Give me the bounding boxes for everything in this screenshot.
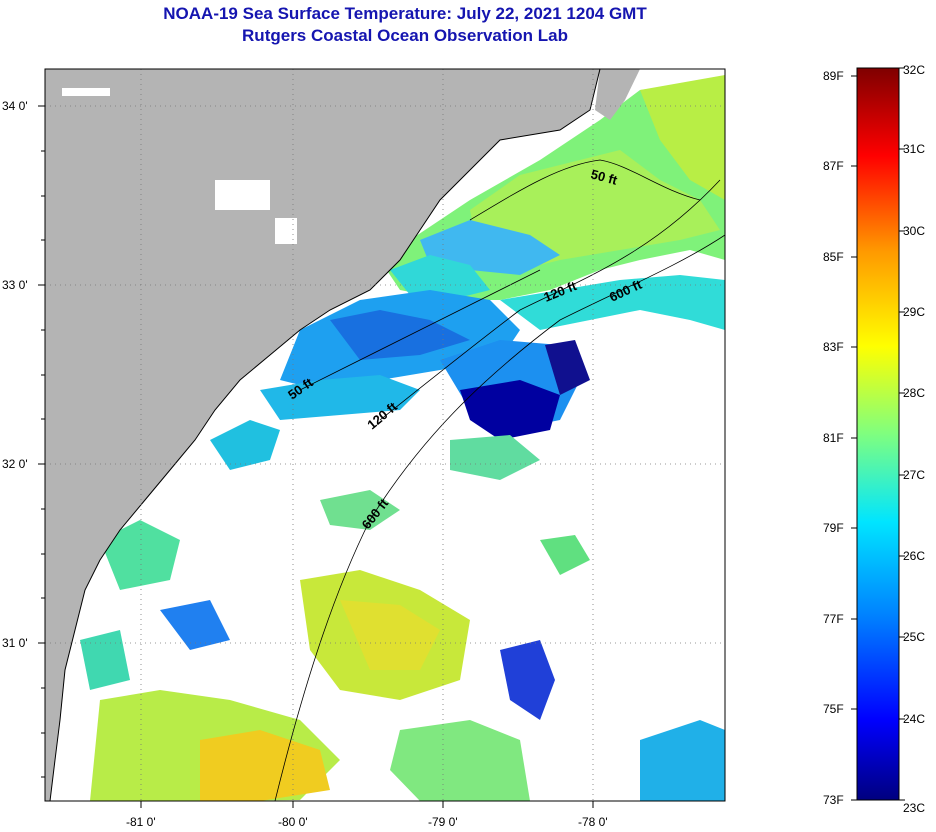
cb-label-32c: 32C <box>903 63 925 77</box>
colorbar-ticks <box>851 67 905 801</box>
inland-cloud-marks <box>62 88 297 244</box>
cb-label-26c: 26C <box>903 549 925 563</box>
lon-label-81: -81 0' <box>126 815 156 829</box>
cb-label-27c: 27C <box>903 468 925 482</box>
cb-label-89f: 89F <box>823 69 844 83</box>
colorbar <box>856 67 900 801</box>
lon-label-79: -79 0' <box>428 815 458 829</box>
map-frame <box>44 68 726 802</box>
lat-label-34: 34 0' <box>2 99 28 113</box>
lon-label-78: -78 0' <box>578 815 608 829</box>
coastline <box>49 69 601 801</box>
cb-label-83f: 83F <box>823 340 844 354</box>
contour-50ft <box>299 159 701 391</box>
cb-label-30c: 30C <box>903 224 925 238</box>
map-subtitle: Rutgers Coastal Ocean Observation Lab <box>242 26 568 45</box>
cb-label-23c: 23C <box>903 801 925 815</box>
lat-label-33: 33 0' <box>2 278 28 292</box>
cb-label-28c: 28C <box>903 386 925 400</box>
land-northeast <box>595 69 640 120</box>
map-area: 50 ft 120 ft 600 ft 50 ft 120 ft 600 ft <box>45 69 725 801</box>
cb-label-25c: 25C <box>903 630 925 644</box>
cb-label-73f: 73F <box>823 793 844 807</box>
contour-600ft <box>274 234 725 801</box>
lat-label-31: 31 0' <box>2 636 28 650</box>
cb-label-85f: 85F <box>823 250 844 264</box>
cb-label-81f: 81F <box>823 431 844 445</box>
axis-ticks <box>38 105 594 808</box>
contour-120ft <box>379 179 721 421</box>
cb-label-79f: 79F <box>823 521 844 535</box>
graticule <box>45 69 725 801</box>
cb-label-31c: 31C <box>903 142 925 156</box>
contour-label-50ft-north: 50 ft <box>589 166 619 188</box>
cb-label-77f: 77F <box>823 612 844 626</box>
map-title: NOAA-19 Sea Surface Temperature: July 22… <box>163 4 647 23</box>
land-mass <box>45 69 600 801</box>
cb-label-87f: 87F <box>823 159 844 173</box>
cb-label-29c: 29C <box>903 305 925 319</box>
lon-label-80: -80 0' <box>278 815 308 829</box>
cb-label-24c: 24C <box>903 712 925 726</box>
sst-patches <box>80 75 725 801</box>
lat-label-32: 32 0' <box>2 457 28 471</box>
cb-label-75f: 75F <box>823 702 844 716</box>
